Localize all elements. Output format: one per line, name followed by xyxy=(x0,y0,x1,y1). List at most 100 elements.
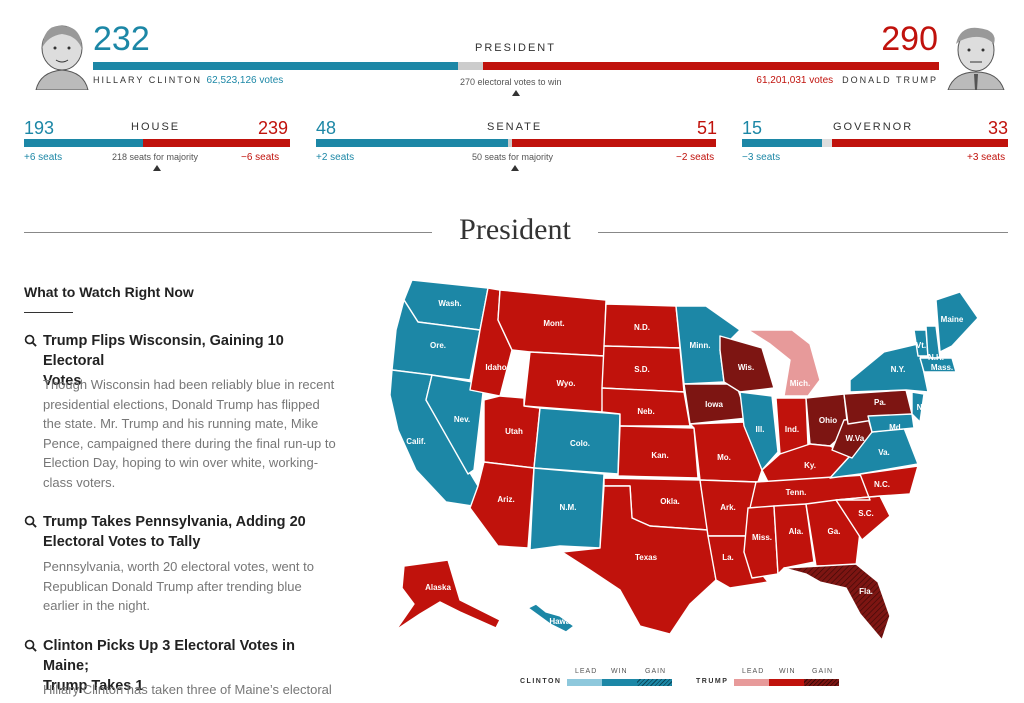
house-label: HOUSE xyxy=(131,121,181,133)
state-label-ariz: Ariz. xyxy=(497,495,514,504)
state-label-tenn: Tenn. xyxy=(786,488,807,497)
state-ore[interactable] xyxy=(391,299,481,381)
legend-clinton-lead-swatch xyxy=(567,679,602,686)
article-2-title-line1: Trump Takes Pennsylvania, Adding 20 xyxy=(43,514,306,530)
state-label-utah: Utah xyxy=(505,427,523,436)
section-rule-left xyxy=(24,232,432,233)
article-2-body-line: Republican Donald Trump after trending b… xyxy=(43,578,302,594)
state-label-ohio: Ohio xyxy=(819,416,837,425)
article-2-title-line2: Electoral Votes to Tally xyxy=(43,534,201,550)
article-1-body-line: Pence, campaigned there during the final… xyxy=(43,435,336,451)
president-label: PRESIDENT xyxy=(475,42,556,54)
state-label-idaho: Idaho xyxy=(485,363,506,372)
state-nc[interactable] xyxy=(835,465,919,501)
trump-name-label: DONALD TRUMP xyxy=(842,75,938,85)
house-majority-note: 218 seats for majority xyxy=(112,152,199,162)
state-label-vt: Vt. xyxy=(916,341,926,350)
legend-clinton-label: CLINTON xyxy=(520,678,562,685)
state-ny[interactable] xyxy=(849,343,929,393)
state-ariz[interactable] xyxy=(469,461,535,549)
legend-trump-label: TRUMP xyxy=(696,678,729,685)
state-ala[interactable] xyxy=(773,503,815,575)
state-label-hawaii: Hawaii xyxy=(549,617,574,626)
senate-rep-count: 51 xyxy=(697,118,718,138)
house-rep-count: 239 xyxy=(258,118,289,138)
house-rep-bar xyxy=(143,139,290,147)
senate-bar xyxy=(316,139,716,147)
article-1-title-line1: Trump Flips Wisconsin, Gaining 10 Electo… xyxy=(43,333,284,369)
article-3-body: Hillary Clinton has taken three of Maine… xyxy=(43,680,353,700)
section-rule-right xyxy=(598,232,1008,233)
article-3-title-line2: Trump Takes 1 xyxy=(43,678,144,694)
legend-clinton-gain-swatch xyxy=(637,679,672,686)
state-label-nc: N.C. xyxy=(874,480,890,489)
governor-dem-change: −3 seats xyxy=(742,152,781,163)
state-alaska[interactable] xyxy=(395,559,501,631)
state-label-colo: Colo. xyxy=(570,439,590,448)
state-kan[interactable] xyxy=(617,425,699,479)
state-label-wash: Wash. xyxy=(438,299,461,308)
house-rep-change: −6 seats xyxy=(241,152,280,163)
governor-rep-change: +3 seats xyxy=(967,152,1006,163)
house-dem-bar xyxy=(24,139,143,147)
governor-dem-count: 15 xyxy=(742,118,763,138)
house-majority-marker xyxy=(153,165,161,171)
state-label-calif: Calif. xyxy=(406,437,426,446)
state-label-va: Va. xyxy=(878,448,890,457)
article-1-body-line: Though Wisconsin had been reliably blue … xyxy=(43,377,335,392)
article-1-body-line: class voters. xyxy=(43,474,116,490)
article-3-body-line: Hillary Clinton has taken three of Maine… xyxy=(43,682,332,697)
clinton-ev-bar xyxy=(93,62,458,70)
governor-rep-bar xyxy=(832,139,1008,147)
president-majority-marker xyxy=(512,90,520,96)
state-nj[interactable] xyxy=(911,391,925,423)
section-title: President xyxy=(459,213,571,246)
state-hawaii[interactable] xyxy=(527,603,575,633)
state-nm[interactable] xyxy=(529,467,605,551)
legend-trump-lead-label: LEAD xyxy=(742,668,765,675)
clinton-portrait xyxy=(30,18,94,91)
state-label-ny: N.Y. xyxy=(891,365,906,374)
clinton-name-label: HILLARY CLINTON xyxy=(93,75,203,85)
house-dem-change: +6 seats xyxy=(24,152,63,163)
state-label-miss: Miss. xyxy=(752,533,772,542)
state-label-texas: Texas xyxy=(635,553,658,562)
state-label-alaska: Alaska xyxy=(425,583,451,592)
state-texas[interactable] xyxy=(561,485,717,635)
senate-rep-change: −2 seats xyxy=(676,152,715,163)
state-md[interactable] xyxy=(867,413,915,433)
article-2-title[interactable]: Trump Takes Pennsylvania, Adding 20 Elec… xyxy=(43,512,343,552)
search-icon xyxy=(24,515,37,528)
legend-clinton-win-label: WIN xyxy=(611,668,628,675)
state-label-fla: Fla. xyxy=(859,587,873,596)
state-label-nm: N.M. xyxy=(560,503,577,512)
senate-label: SENATE xyxy=(487,121,543,133)
state-maine[interactable] xyxy=(935,291,979,353)
clinton-ev: 232 xyxy=(93,20,150,58)
state-label-maine: Maine xyxy=(941,315,964,324)
state-label-mich: Mich. xyxy=(790,379,810,388)
state-ill[interactable] xyxy=(739,391,779,471)
state-label-ind: Ind. xyxy=(785,425,799,434)
article-1-body: Though Wisconsin had been reliably blue … xyxy=(43,375,353,492)
state-label-iowa: Iowa xyxy=(705,400,723,409)
state-fla[interactable] xyxy=(783,563,891,641)
trump-ev: 290 xyxy=(881,20,938,58)
state-label-la: La. xyxy=(722,553,734,562)
governor-dem-bar xyxy=(742,139,822,147)
state-label-pa: Pa. xyxy=(874,398,886,407)
governor-undecided-bar xyxy=(822,139,832,147)
legend-trump-gain-swatch xyxy=(804,679,839,686)
us-election-map[interactable]: Wash. Ore. Calif. Nev. Idaho Mont. Wyo. … xyxy=(380,260,1020,660)
state-label-ill: Ill. xyxy=(756,425,765,434)
state-mass[interactable] xyxy=(919,357,957,373)
state-label-okla: Okla. xyxy=(660,497,680,506)
state-label-sd: S.D. xyxy=(634,365,650,374)
state-miss[interactable] xyxy=(743,505,779,579)
state-mich[interactable] xyxy=(747,329,821,397)
search-icon xyxy=(24,639,37,652)
article-1-title[interactable]: Trump Flips Wisconsin, Gaining 10 Electo… xyxy=(43,331,343,391)
senate-dem-count: 48 xyxy=(316,118,337,138)
state-label-ala: Ala. xyxy=(789,527,804,536)
article-3-title[interactable]: Clinton Picks Up 3 Electoral Votes in Ma… xyxy=(43,636,343,696)
